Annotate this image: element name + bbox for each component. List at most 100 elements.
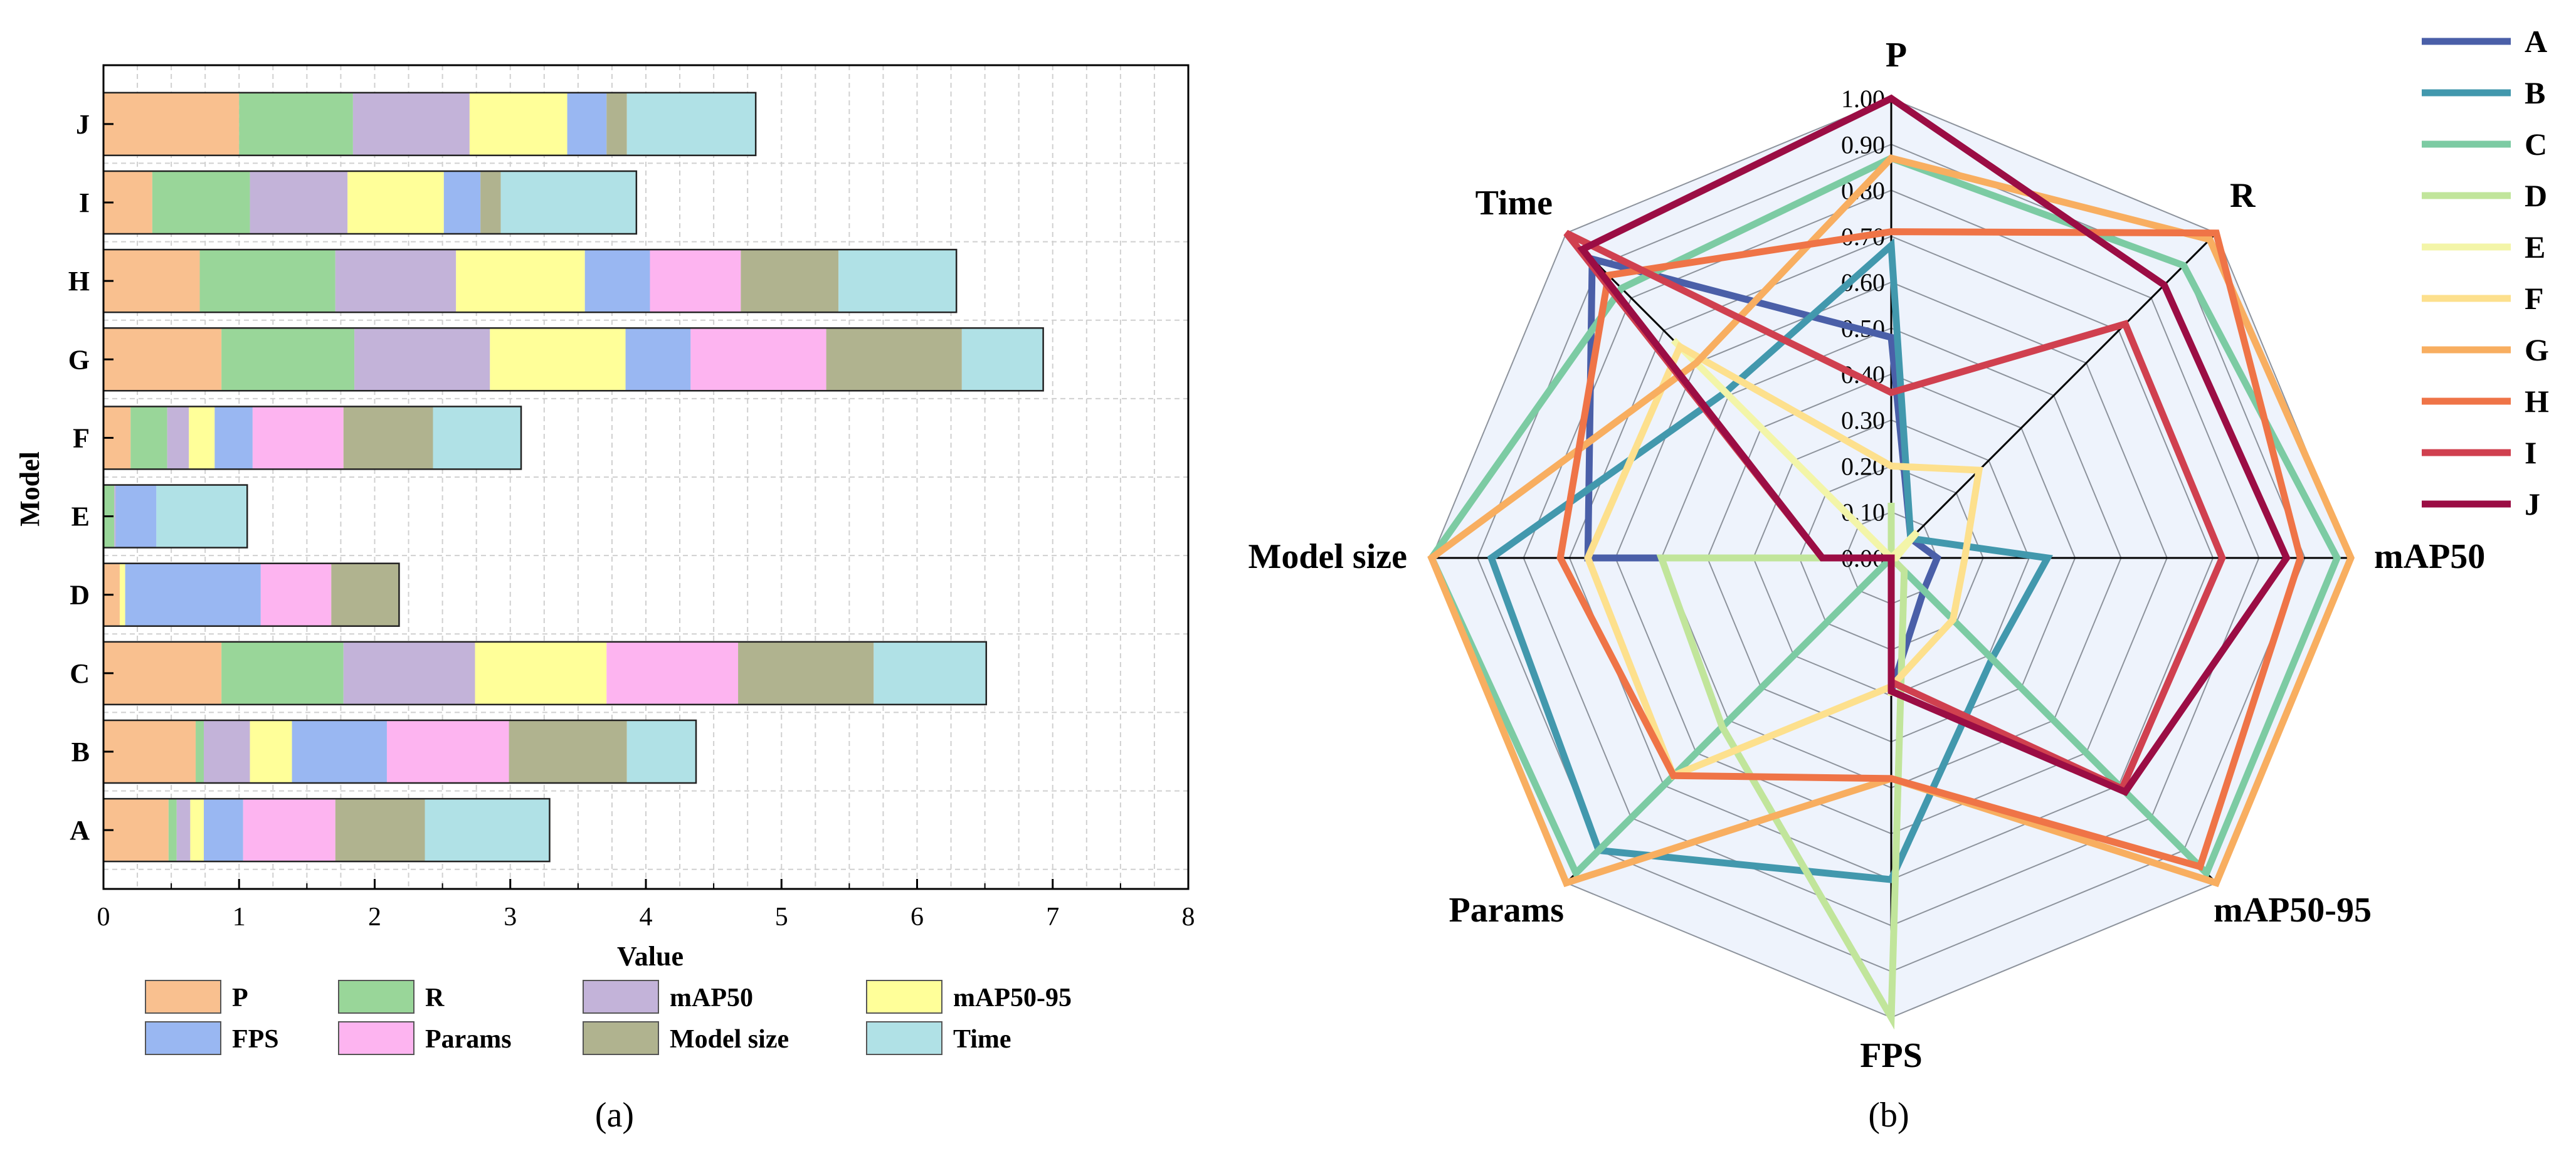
- legend-label: mAP50: [670, 984, 753, 1012]
- bar-segment: [103, 92, 240, 155]
- bar-segment: [115, 485, 157, 548]
- bar-segment: [125, 563, 261, 626]
- bar-segment: [650, 250, 741, 313]
- legend-swatch: [338, 1021, 414, 1055]
- bar-segment: [199, 250, 335, 313]
- bar-segment: [331, 563, 399, 626]
- legend-label: FPS: [232, 1025, 279, 1054]
- bar-segment: [606, 641, 739, 705]
- bar-segment: [214, 406, 253, 470]
- bar-chart-y-ticks: A B C D E F G H I J: [68, 109, 113, 846]
- bar-segment: [335, 799, 425, 862]
- bar-segment: [176, 799, 191, 862]
- legend-swatch: [866, 980, 942, 1014]
- bar-segment: [352, 92, 470, 155]
- bar-segment: [119, 563, 125, 626]
- y-tick-label: A: [70, 815, 90, 846]
- bar-segment: [500, 171, 636, 234]
- bar-segment: [156, 485, 248, 548]
- bar-segment: [335, 250, 457, 313]
- bar-segment: [626, 720, 697, 783]
- legend-swatch: [866, 1021, 942, 1055]
- bar-segment: [354, 328, 490, 391]
- bar-segment: [103, 250, 200, 313]
- bar-segment: [292, 720, 387, 783]
- y-tick-label: D: [70, 580, 90, 611]
- radar-legend-label: C: [2525, 127, 2547, 162]
- y-tick-label: G: [68, 344, 90, 375]
- radar-axis-label: Model size: [1248, 537, 1407, 576]
- bar-segment: [584, 250, 650, 313]
- y-tick-label: C: [70, 658, 90, 689]
- bar-segment: [347, 171, 444, 234]
- radar-axis-label: Time: [1475, 184, 1553, 223]
- bar-segment: [168, 799, 177, 862]
- bar-segment: [741, 250, 839, 313]
- bar-segment: [456, 250, 585, 313]
- legend-swatch: [145, 980, 221, 1014]
- bar-segment: [443, 171, 481, 234]
- bar-segment: [480, 171, 501, 234]
- x-tick-label: 6: [911, 903, 924, 932]
- x-tick-label: 0: [97, 903, 110, 932]
- panel-label-a: (a): [595, 1096, 634, 1135]
- bar-segment: [250, 171, 348, 234]
- bar-segment: [874, 641, 986, 705]
- radar-axis-label: mAP50-95: [2214, 891, 2372, 930]
- radar-axis-label: R: [2230, 176, 2256, 215]
- legend-label: P: [232, 984, 248, 1012]
- bar-segment: [386, 720, 509, 783]
- bar-segment: [252, 406, 344, 470]
- bar-segment: [433, 406, 522, 470]
- x-tick-label: 5: [775, 903, 788, 932]
- radar-legend-label: H: [2525, 384, 2549, 419]
- bar-segment: [509, 720, 627, 783]
- bar-segment: [260, 563, 332, 626]
- legend-label: Model size: [670, 1025, 789, 1054]
- x-tick-label: 8: [1182, 903, 1195, 932]
- bar-segment: [243, 799, 335, 862]
- bar-segment: [167, 406, 189, 470]
- bar-segment: [475, 641, 607, 705]
- legend-swatch: [583, 980, 659, 1014]
- y-tick-label: E: [71, 502, 90, 532]
- bar-segment: [189, 406, 215, 470]
- radar-legend-label: E: [2525, 229, 2545, 265]
- bar-chart-x-ticks: 0 1 2 3 4 5 6 7 8: [97, 879, 1195, 932]
- bar-segment: [130, 406, 167, 470]
- bar-segment: [221, 641, 344, 705]
- radar-legend-label: A: [2525, 24, 2547, 59]
- legend-label: mAP50-95: [953, 984, 1072, 1012]
- legend-label: R: [425, 984, 445, 1012]
- bar-segment: [490, 328, 626, 391]
- bar-segment: [425, 799, 550, 862]
- bar-segment: [250, 720, 292, 783]
- bar-segment: [196, 720, 204, 783]
- bar-segment: [221, 328, 355, 391]
- radar-tick-label: 0.30: [1841, 406, 1885, 434]
- radar-series-line: [1556, 228, 2304, 871]
- bar-segment: [114, 485, 116, 548]
- bar-segment: [626, 92, 756, 155]
- bar-segment: [738, 641, 874, 705]
- bar-chart-bars: [102, 92, 1044, 863]
- legend-swatch: [145, 1021, 221, 1055]
- radar-legend-label: F: [2525, 281, 2544, 316]
- bar-segment: [103, 328, 222, 391]
- radar-series-line: [1577, 94, 2291, 797]
- radar-series-line: [1487, 238, 2053, 883]
- radar-series: [1427, 94, 2355, 1030]
- bar-segment: [961, 328, 1043, 391]
- radar-axis-label: FPS: [1860, 1036, 1923, 1075]
- bar-segment: [606, 92, 627, 155]
- y-tick-label: J: [76, 109, 90, 140]
- x-tick-label: 7: [1046, 903, 1059, 932]
- bar-segment: [152, 171, 250, 234]
- bar-segment: [204, 720, 250, 783]
- bar-segment: [343, 641, 475, 705]
- y-tick-label: F: [73, 423, 90, 453]
